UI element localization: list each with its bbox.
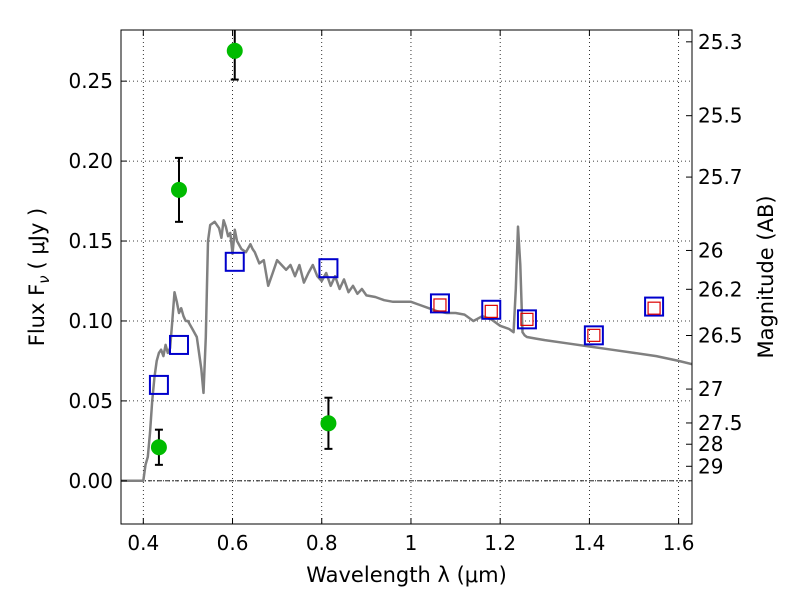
model-flux-square — [148, 374, 169, 395]
x-tick-label: 0.6 — [217, 531, 249, 555]
series-layer — [121, 30, 692, 483]
y-axis-label-main: Flux F — [25, 284, 49, 346]
y2-axis-label: Magnitude (AB) — [754, 195, 778, 358]
y2-tick-label: 25.5 — [698, 104, 743, 128]
model-flux-square-small — [484, 304, 498, 318]
x-axis-label: Wavelength λ (μm) — [306, 563, 507, 587]
observed-point — [320, 415, 337, 432]
y-axis-label: Flux Fν ( μJy ) — [25, 208, 53, 347]
y-tick-label: 0.20 — [68, 149, 113, 173]
x-tick-label: 1 — [405, 531, 418, 555]
x-tick-label: 1.4 — [573, 531, 605, 555]
y-tick-label: 0.25 — [68, 69, 113, 93]
y-tick-label: 0.05 — [68, 389, 113, 413]
observed-point — [226, 42, 243, 59]
observed-point — [170, 181, 187, 198]
y2-tick-label: 27.5 — [698, 411, 743, 435]
model-flux-square-small — [520, 312, 534, 326]
model-flux-square-small — [587, 328, 601, 342]
model-flux-square — [168, 334, 189, 355]
y-tick-label: 0.10 — [68, 309, 113, 333]
model-flux-square — [318, 258, 339, 279]
y-axis-label-subscript: ν — [35, 275, 53, 283]
y-tick-label: 0.00 — [68, 469, 113, 493]
model-flux-square — [481, 299, 502, 320]
model-flux-square — [644, 296, 665, 317]
model-flux-square-small — [647, 301, 661, 315]
y2-tick-label: 26.2 — [698, 277, 743, 301]
y2-tick-label: 27 — [698, 377, 723, 401]
model-flux-square — [224, 251, 245, 272]
plot-frame — [120, 29, 693, 525]
x-tick-label: 1.6 — [663, 531, 695, 555]
observed-point — [150, 439, 167, 456]
model-flux-square — [429, 293, 450, 314]
y2-tick-label: 25.3 — [698, 30, 743, 54]
x-tick-label: 0.8 — [306, 531, 338, 555]
y2-tick-label: 29 — [698, 454, 723, 478]
x-tick-label: 1.2 — [484, 531, 516, 555]
x-tick-label: 0.4 — [127, 531, 159, 555]
y2-tick-label: 25.7 — [698, 165, 743, 189]
model-spectrum-line — [121, 218, 692, 483]
y2-tick-label: 28 — [698, 432, 723, 456]
ticks: 0.4 0.6 0.8 1 1.2 1.4 1.6 0.00 0.05 0.10 0.15 0.20 0… — [68, 30, 742, 555]
model-flux-square-small — [433, 298, 447, 312]
y2-tick-label: 26 — [698, 238, 723, 262]
y-tick-label: 0.15 — [68, 229, 113, 253]
model-flux-square — [583, 325, 604, 346]
y-axis-label-unit: ( μJy ) — [25, 208, 49, 270]
model-flux-square — [516, 309, 537, 330]
y2-tick-label: 26.5 — [698, 324, 743, 348]
